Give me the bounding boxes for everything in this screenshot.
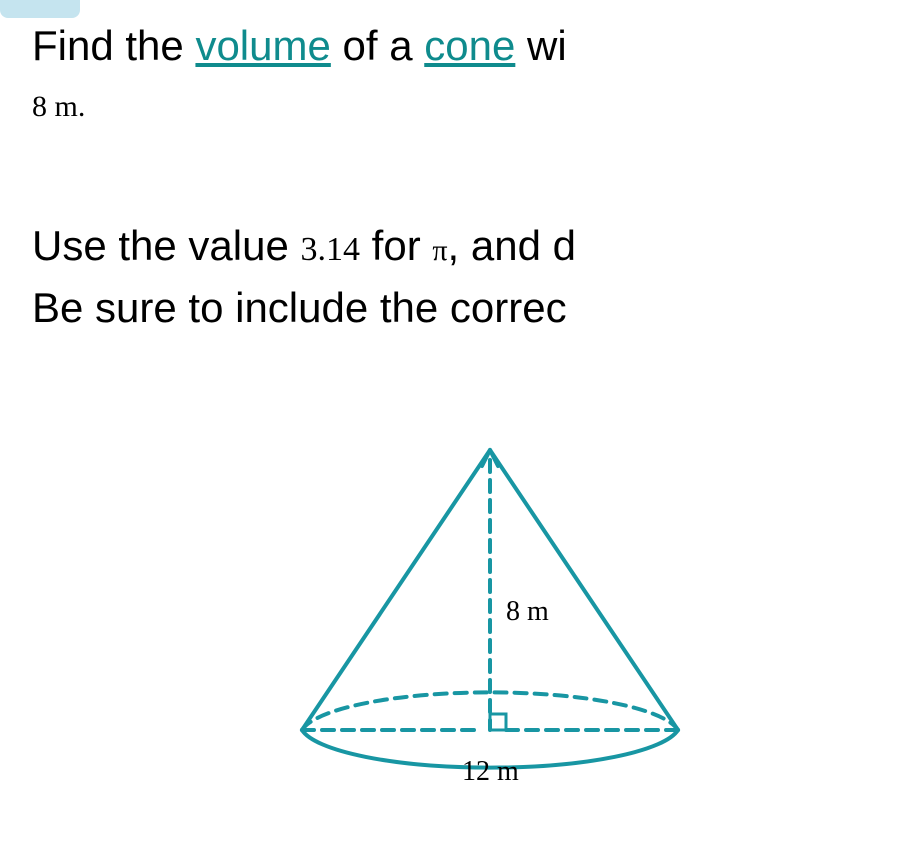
page: Find the volume of a cone wi 8 m. Use th… bbox=[0, 0, 908, 841]
instruction-line-1: Use the value 3.14 for π, and d bbox=[32, 222, 576, 270]
cone-svg: 8 m 12 m bbox=[270, 420, 710, 800]
right-angle-marker bbox=[490, 714, 506, 730]
cone-right-edge bbox=[490, 450, 678, 730]
text-fragment: of a bbox=[331, 22, 424, 69]
diameter-label: 12 m bbox=[462, 756, 519, 787]
cone-left-edge bbox=[302, 450, 490, 730]
text-fragment: for bbox=[360, 222, 432, 269]
pi-value: 3.14 bbox=[301, 231, 361, 268]
height-label: 8 m bbox=[506, 596, 549, 627]
tab-background bbox=[0, 0, 80, 18]
question-line-1: Find the volume of a cone wi bbox=[32, 22, 567, 70]
text-fragment: , and d bbox=[448, 222, 576, 269]
question-line-2: 8 m. bbox=[32, 90, 85, 124]
instruction-line-2: Be sure to include the correc bbox=[32, 284, 567, 332]
text-fragment: Use the value bbox=[32, 222, 301, 269]
text-fragment: wi bbox=[515, 22, 566, 69]
keyword-cone-link[interactable]: cone bbox=[424, 22, 515, 69]
keyword-volume-link[interactable]: volume bbox=[195, 22, 330, 69]
cone-diagram: 8 m 12 m bbox=[270, 420, 710, 800]
text-fragment: Find the bbox=[32, 22, 195, 69]
pi-symbol: π bbox=[432, 234, 447, 267]
